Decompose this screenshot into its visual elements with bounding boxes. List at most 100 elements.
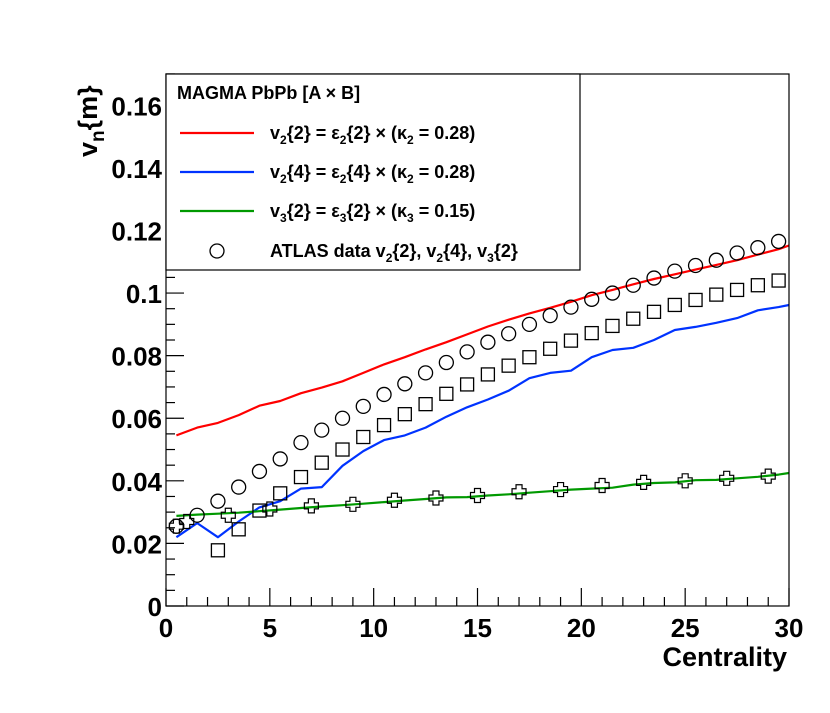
data-point-square <box>252 503 267 518</box>
y-axis-title: vn{m} <box>73 85 109 157</box>
data-point-cross <box>262 501 278 517</box>
data-point-circle <box>584 291 600 307</box>
data-point-circle <box>438 354 455 371</box>
data-point-square <box>397 407 412 422</box>
data-point-cross <box>386 492 403 508</box>
data-point-circle <box>563 299 579 315</box>
data-point-circle <box>542 307 558 324</box>
data-point-square <box>667 297 682 313</box>
data-point-circle <box>293 434 309 451</box>
y-tick-label: 0.04 <box>111 467 162 497</box>
series-line-2 <box>176 471 790 517</box>
legend-swatch-circle-marker <box>209 243 225 259</box>
data-point-square <box>356 429 371 445</box>
series-lines <box>175 244 790 539</box>
data-point-cross <box>760 468 776 484</box>
data-point-square <box>626 311 641 326</box>
x-axis-title: Centrality <box>662 642 787 672</box>
series-line-0 <box>176 244 790 437</box>
data-point-square <box>522 350 537 365</box>
y-tick-label: 0.14 <box>111 154 162 184</box>
data-point-square <box>314 455 329 470</box>
data-point-circle <box>521 316 538 333</box>
x-axis-ticks <box>165 588 790 606</box>
y-axis-title-sub: n <box>88 130 109 142</box>
data-point-square <box>729 282 745 298</box>
data-point-cross <box>303 498 319 514</box>
x-tick-label: 5 <box>263 613 277 643</box>
data-point-circle <box>687 257 704 274</box>
y-axis-title-rest: {m} <box>73 85 103 131</box>
data-point-square <box>480 367 496 382</box>
series-line-1 <box>175 303 790 539</box>
data-point-square <box>543 341 558 356</box>
legend: MAGMA PbPb [A × B] v2{2} = ε2{2} × (κ2 =… <box>165 73 581 271</box>
data-point-square <box>709 287 724 302</box>
data-point-circle <box>750 240 766 256</box>
data-point-circle <box>646 270 662 286</box>
legend-entry-v2-4: v2{4} = ε2{4} × (κ2 = 0.28) <box>270 162 475 186</box>
x-tick-label: 25 <box>671 613 700 643</box>
data-point-cross <box>220 507 236 523</box>
data-point-cross <box>511 484 527 500</box>
data-point-square <box>646 304 662 319</box>
data-point-circle <box>729 245 745 261</box>
data-point-square <box>273 486 288 501</box>
data-point-circle <box>314 422 330 438</box>
data-point-square <box>584 325 599 341</box>
data-point-square <box>210 543 226 558</box>
data-point-square <box>771 273 786 288</box>
data-point-circle <box>272 451 288 467</box>
data-point-square <box>418 397 433 412</box>
series-markers <box>168 233 787 558</box>
x-tick-label: 15 <box>463 613 492 643</box>
data-point-square <box>563 333 579 348</box>
legend-entry-atlas: ATLAS data v2{2}, v2{4}, v3{2} <box>270 241 518 265</box>
x-tick-label: 20 <box>567 613 596 643</box>
data-point-cross <box>594 477 610 494</box>
data-point-circle <box>500 326 517 342</box>
legend-title: MAGMA PbPb [A × B] <box>177 83 360 103</box>
data-point-square <box>750 278 765 293</box>
data-point-square <box>605 318 620 334</box>
y-tick-label: 0.02 <box>111 529 162 559</box>
data-point-circle <box>604 285 621 301</box>
data-point-square <box>231 522 246 537</box>
y-axis-title-main: v <box>73 142 103 157</box>
data-point-circle <box>667 263 683 279</box>
data-point-cross <box>345 496 361 512</box>
data-point-circle <box>334 410 351 426</box>
y-tick-label: 0.12 <box>111 216 162 246</box>
legend-entry-v2-2: v2{2} = ε2{2} × (κ2 = 0.28) <box>270 123 475 147</box>
data-point-circle <box>231 479 247 495</box>
data-point-square <box>501 358 516 373</box>
data-point-square <box>439 386 454 401</box>
data-point-square <box>335 442 350 457</box>
legend-entry-v3-2: v3{2} = ε3{2} × (κ3 = 0.15) <box>270 201 475 225</box>
y-tick-label: 0 <box>148 592 162 622</box>
data-point-cross <box>552 481 569 498</box>
data-point-square <box>459 377 475 392</box>
data-point-cross <box>719 470 735 486</box>
data-point-square <box>688 292 703 308</box>
y-tick-label: 0.08 <box>111 342 162 372</box>
data-point-circle <box>625 277 641 293</box>
data-point-circle <box>770 233 787 250</box>
data-point-cross <box>636 474 652 490</box>
data-point-circle <box>355 398 371 414</box>
x-tick-label: 10 <box>359 613 388 643</box>
x-tick-label: 0 <box>159 613 173 643</box>
y-tick-label: 0.16 <box>111 91 162 121</box>
data-point-circle <box>251 463 268 480</box>
data-point-square <box>293 469 309 485</box>
data-point-circle <box>459 344 475 360</box>
data-point-cross <box>677 473 693 489</box>
data-point-circle <box>376 386 392 403</box>
data-point-cross <box>428 490 444 506</box>
data-point-circle <box>210 493 226 509</box>
data-point-square <box>376 417 392 433</box>
data-point-circle <box>708 252 724 268</box>
data-point-circle <box>397 376 413 392</box>
x-axis-tick-labels: 0 5 10 15 20 25 30 <box>159 613 804 643</box>
